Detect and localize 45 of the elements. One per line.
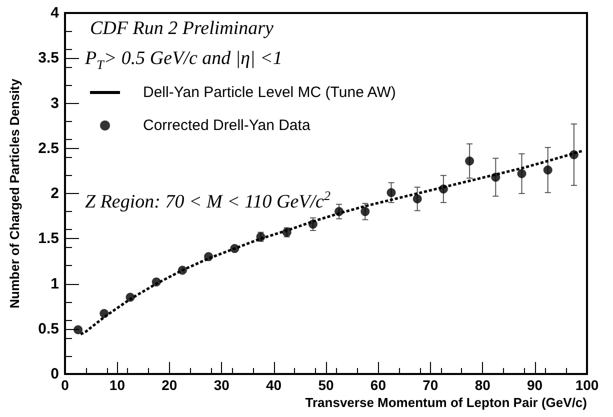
x-axis-title: Transverse Momentum of Lepton Pair (GeV/c): [305, 395, 587, 410]
x-tick-label: 70: [422, 377, 438, 393]
x-tick-label: 60: [370, 377, 386, 393]
point: [386, 188, 396, 198]
point: [438, 184, 448, 194]
x-tick-label: 40: [266, 377, 282, 393]
legend-label: Corrected Drell-Yan Data: [143, 117, 311, 134]
x-tick-label: 80: [474, 377, 491, 393]
point: [126, 292, 135, 302]
legend-label: Dell-Yan Particle Level MC (Tune AW): [143, 84, 396, 101]
y-axis-title: Number of Charged Particles Density: [7, 78, 22, 308]
annotation: CDF Run 2 Preliminary: [90, 18, 274, 41]
point: [543, 166, 552, 175]
y-tick-label: 0: [50, 366, 59, 382]
x-tick-label: 20: [162, 377, 178, 393]
y-tick-label: 1.5: [38, 230, 59, 248]
y-tick-label: 1: [50, 275, 59, 292]
x-tick-label: 50: [318, 377, 334, 393]
point: [230, 244, 240, 254]
x-tick-label: 90: [527, 377, 543, 393]
y-tick-label: 2: [50, 185, 59, 202]
point: [74, 325, 83, 334]
x-tick-label: 10: [109, 377, 126, 393]
point: [178, 266, 187, 275]
point: [100, 309, 109, 318]
annotation: Z Region: 70 < M < 110 GeV/c$^{2}$: [85, 188, 330, 214]
y-tick-label: 0.5: [38, 320, 59, 338]
point: [152, 277, 161, 286]
point: [412, 194, 422, 204]
annotation: P$_{T}$> 0.5 GeV/c and |η| <1: [85, 48, 282, 72]
point: [517, 169, 526, 178]
y-tick-label: 2.5: [38, 140, 59, 157]
x-tick-label: 30: [214, 377, 230, 393]
point: [465, 156, 474, 166]
point: [569, 150, 578, 160]
point: [308, 220, 318, 229]
y-tick-label: 4: [50, 4, 60, 22]
point: [491, 172, 500, 182]
x-tick-label: 0: [61, 377, 70, 393]
point: [360, 207, 370, 216]
y-tick-label: 3: [50, 94, 59, 112]
point: [334, 207, 344, 216]
y-tick-label: 3.5: [38, 50, 59, 67]
x-tick-label: 100: [575, 377, 599, 393]
point: [204, 252, 214, 262]
